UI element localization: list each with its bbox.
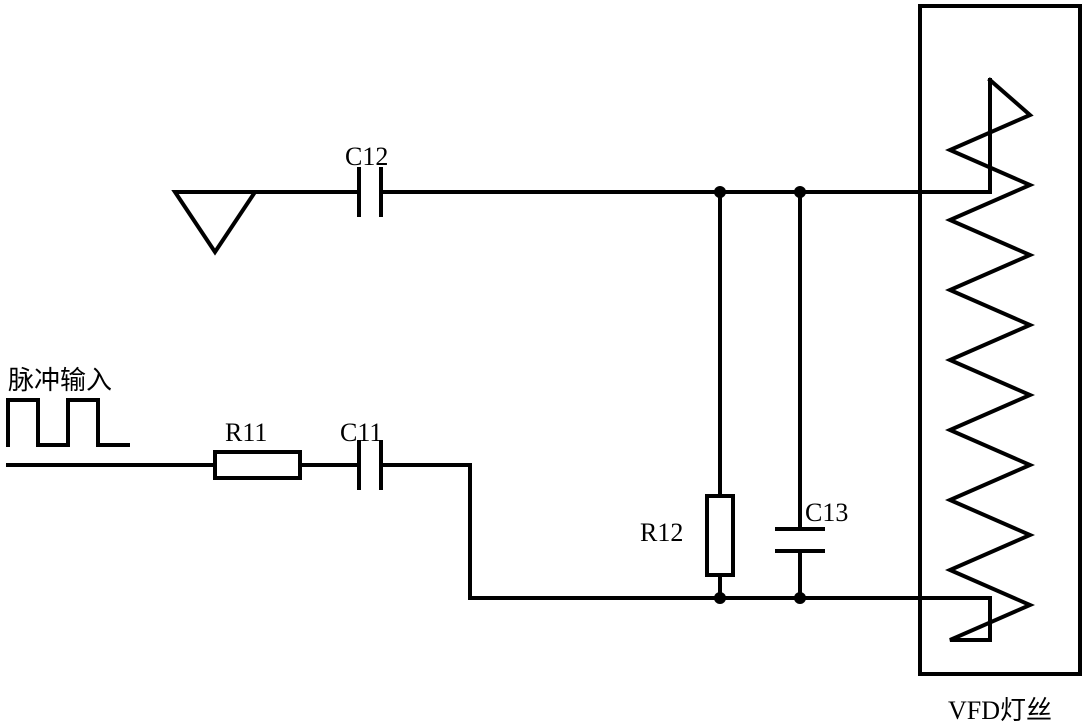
label-c13: C13 [805,498,848,528]
label-input-title: 脉冲输入 [8,360,112,397]
label-r12: R12 [640,518,683,548]
label-r11: R11 [225,418,267,448]
circuit-diagram [0,0,1090,722]
label-c12: C12 [345,142,388,172]
label-vfd: VFD灯丝 [948,690,1052,727]
label-c11: C11 [340,418,382,448]
